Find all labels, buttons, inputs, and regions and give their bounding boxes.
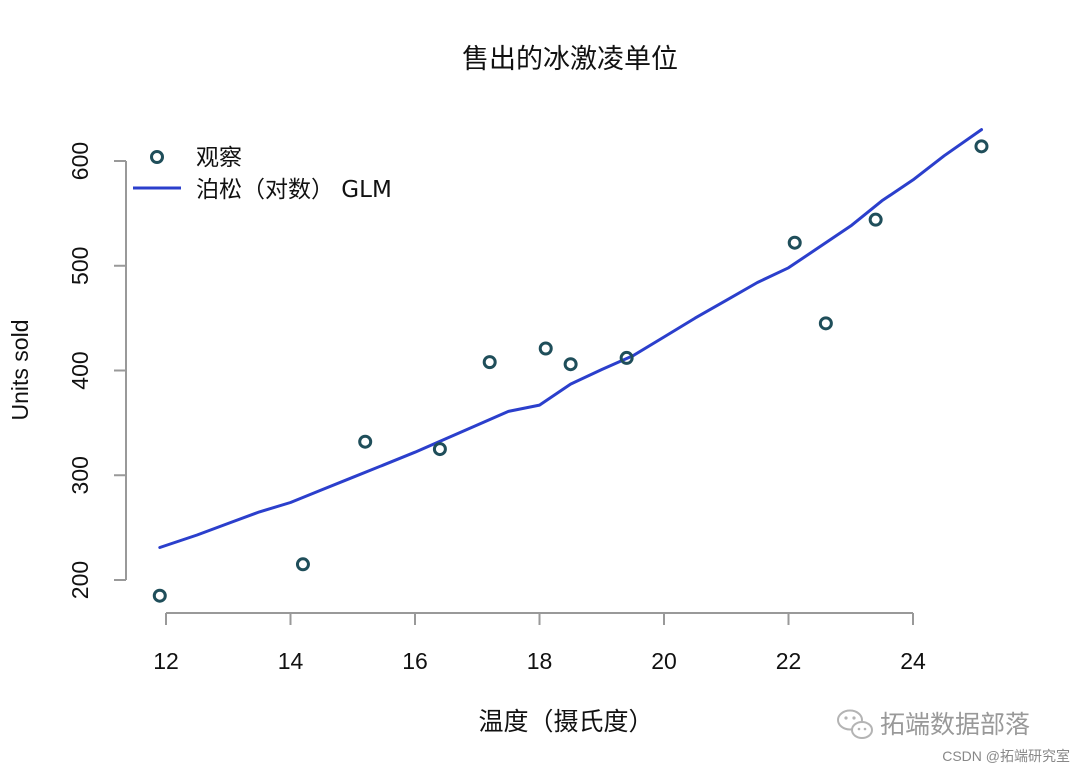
data-point — [563, 357, 578, 372]
watermark-credit: CSDN @拓端研究室 — [942, 748, 1070, 764]
legend-label-observed: 观察 — [196, 145, 242, 171]
chart-title: 售出的冰激凌单位 — [462, 44, 678, 75]
watermark: 拓端数据部落 CSDN @拓端研究室 — [837, 709, 1070, 764]
x-tick-label-24: 24 — [900, 648, 926, 674]
data-point — [818, 316, 833, 331]
x-tick-label-18: 18 — [527, 648, 553, 674]
data-point — [358, 434, 373, 449]
glm-line — [158, 128, 983, 549]
legend-label-glm: 泊松（对数） GLM — [196, 177, 392, 203]
x-tick-label-16: 16 — [402, 648, 428, 674]
y-tick-label-600: 600 — [67, 142, 93, 180]
y-tick-label-400: 400 — [67, 351, 93, 389]
data-point — [619, 350, 634, 365]
data-point — [868, 212, 883, 227]
data-point — [432, 442, 447, 457]
glm-line-series — [158, 128, 983, 549]
x-tick-label-14: 14 — [278, 648, 304, 674]
data-point — [482, 355, 497, 370]
data-point — [152, 588, 167, 603]
legend: 观察 泊松（对数） GLM — [133, 145, 392, 203]
data-point — [974, 139, 989, 154]
x-axis-label: 温度（摄氏度） — [478, 707, 653, 736]
y-tick-label-200: 200 — [67, 561, 93, 599]
x-tick-label-20: 20 — [651, 648, 677, 674]
legend-marker-observed — [150, 150, 164, 164]
x-tick-label-22: 22 — [776, 648, 802, 674]
y-axis-label: Units sold — [7, 320, 33, 421]
observation-points — [152, 139, 989, 603]
y-tick-label-500: 500 — [67, 247, 93, 285]
data-point — [787, 235, 802, 250]
x-axis: 12 14 16 18 20 22 24 — [153, 612, 926, 674]
y-tick-label-300: 300 — [67, 456, 93, 494]
x-tick-label-12: 12 — [153, 648, 179, 674]
watermark-brand: 拓端数据部落 — [880, 710, 1030, 739]
wechat-icon — [837, 709, 873, 739]
data-point — [295, 557, 310, 572]
data-point — [538, 341, 553, 356]
y-axis: 200 300 400 500 600 — [67, 142, 127, 599]
